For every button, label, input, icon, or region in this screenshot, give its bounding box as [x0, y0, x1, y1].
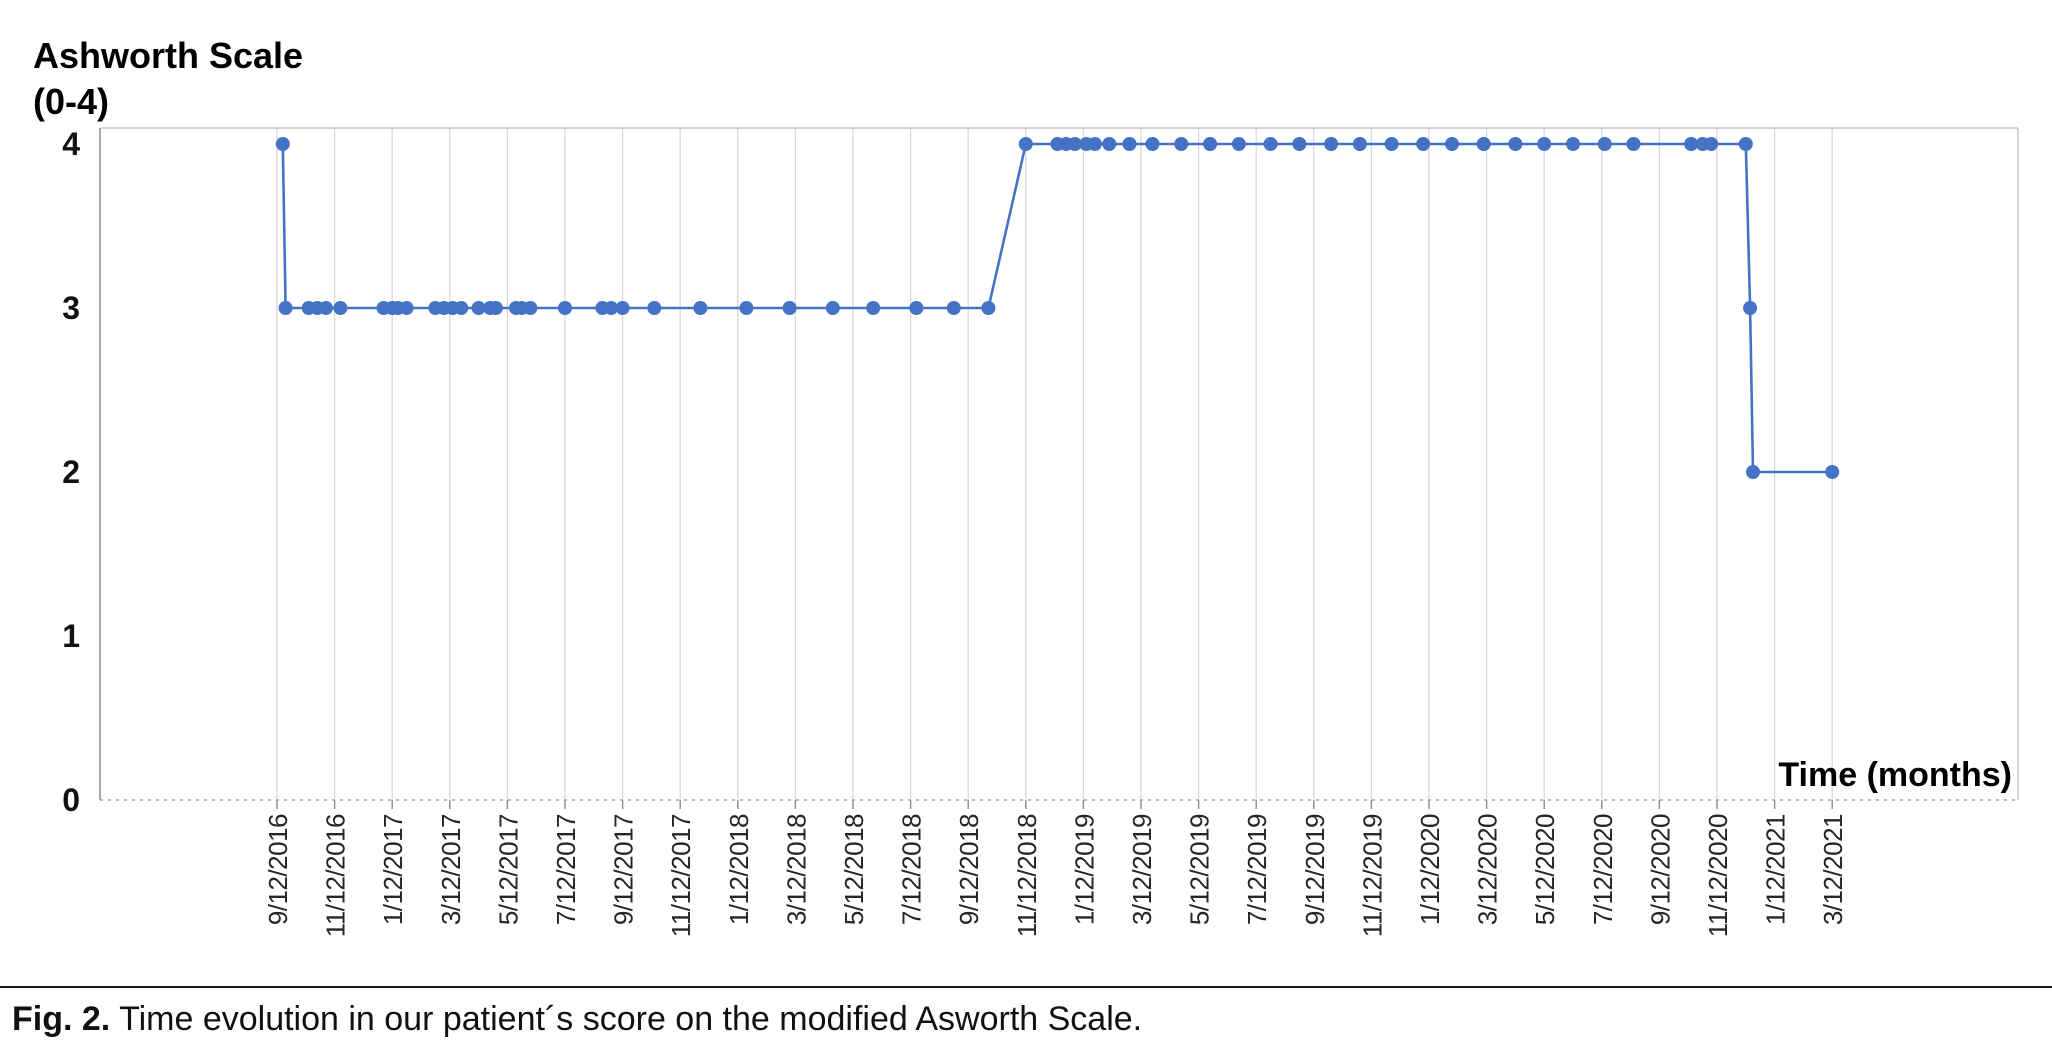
x-tick-label: 9/12/2018	[954, 814, 984, 925]
x-tick-label: 11/12/2019	[1357, 814, 1387, 937]
x-tick-label: 5/12/2019	[1185, 814, 1215, 925]
x-tick-label: 7/12/2018	[897, 814, 927, 925]
data-point	[1231, 137, 1246, 151]
data-point	[1743, 301, 1758, 315]
data-point	[1145, 137, 1160, 151]
x-axis-title: Time (months)	[1778, 756, 2012, 794]
data-point	[1476, 137, 1491, 151]
data-point	[825, 301, 840, 315]
data-point	[647, 301, 662, 315]
data-point	[1445, 137, 1459, 151]
data-point	[1416, 137, 1431, 151]
data-point	[471, 301, 486, 315]
y-tick-label: 3	[62, 290, 80, 326]
y-tick-label: 2	[62, 454, 80, 490]
x-tick-label: 3/12/2019	[1127, 814, 1157, 925]
x-tick-label: 5/12/2017	[493, 814, 523, 925]
x-tick-label: 3/12/2018	[781, 814, 811, 925]
data-point	[1018, 137, 1033, 151]
data-point	[693, 301, 708, 315]
data-point	[1537, 137, 1552, 151]
data-point	[739, 301, 754, 315]
data-point	[558, 301, 572, 315]
x-tick-label: 9/12/2016	[263, 814, 293, 925]
caption-text: Time evolution in our patient´s score on…	[119, 1000, 1143, 1038]
x-tick-label: 1/12/2021	[1761, 814, 1791, 925]
data-point	[1352, 137, 1367, 151]
x-tick-label: 5/12/2020	[1530, 814, 1560, 925]
data-point	[1122, 137, 1137, 151]
x-tick-label: 3/12/2021	[1818, 814, 1848, 925]
x-tick-label: 3/12/2017	[436, 814, 466, 925]
data-point	[278, 301, 293, 315]
x-tick-label: 7/12/2017	[551, 814, 581, 925]
x-tick-label: 7/12/2020	[1588, 814, 1618, 925]
caption-divider	[0, 986, 2052, 988]
data-point	[319, 301, 333, 315]
data-point	[1704, 137, 1719, 151]
data-point	[1825, 465, 1840, 479]
y-tick-label: 0	[62, 782, 80, 818]
x-tick-label: 5/12/2018	[839, 814, 869, 925]
data-point	[1292, 137, 1307, 151]
data-point	[1566, 137, 1580, 151]
data-point	[909, 301, 924, 315]
data-point	[1626, 137, 1641, 151]
x-tick-label: 11/12/2020	[1703, 814, 1733, 937]
data-point	[523, 301, 538, 315]
data-point	[604, 301, 619, 315]
x-tick-label: 11/12/2016	[321, 814, 351, 937]
data-point	[333, 301, 348, 315]
x-tick-label: 9/12/2017	[609, 814, 639, 925]
x-tick-label: 9/12/2019	[1300, 814, 1330, 925]
data-point	[1738, 137, 1753, 151]
data-point	[866, 301, 881, 315]
data-point	[1102, 137, 1117, 151]
data-point	[399, 301, 414, 315]
data-point	[981, 301, 996, 315]
data-point	[1746, 465, 1760, 479]
plot-frame-layer	[99, 127, 2019, 801]
data-point	[1597, 137, 1612, 151]
figure-caption: Fig. 2. Time evolution in our patient´s …	[12, 1000, 2032, 1039]
data-point	[782, 301, 797, 315]
data-point	[1263, 137, 1278, 151]
x-tick-label: 1/12/2017	[378, 814, 408, 925]
x-tick-label: 7/12/2019	[1242, 814, 1272, 925]
data-point	[1203, 137, 1218, 151]
data-point	[946, 301, 961, 315]
data-point	[1087, 137, 1102, 151]
y-tick-label: 4	[62, 126, 80, 162]
data-point	[615, 301, 630, 315]
data-point	[275, 137, 290, 151]
chart-canvas: 9/12/2016 11/12/2016 1/12/2017 3/12/2017 5/1…	[33, 35, 2019, 937]
gridlines-layer	[276, 128, 1833, 800]
x-tick-label: 11/12/2018	[1012, 814, 1042, 937]
data-point	[1508, 137, 1523, 151]
data-point	[1324, 137, 1339, 151]
x-tick-label: 3/12/2020	[1473, 814, 1503, 925]
data-point	[1067, 137, 1082, 151]
data-point	[488, 301, 503, 315]
y-tick-label: 1	[62, 618, 80, 654]
data-point	[454, 301, 469, 315]
x-tick-label: 1/12/2018	[724, 814, 754, 925]
x-tick-label: 1/12/2019	[1069, 814, 1099, 925]
x-tick-label: 11/12/2017	[666, 814, 696, 937]
series-layer	[275, 137, 1840, 479]
axes-layer: 9/12/2016 11/12/2016 1/12/2017 3/12/2017 5/1…	[62, 126, 1848, 937]
x-tick-label: 9/12/2020	[1645, 814, 1675, 925]
y-axis-title-line2: (0-4)	[33, 81, 109, 122]
caption-label: Fig. 2.	[12, 1000, 111, 1038]
data-point	[1174, 137, 1189, 151]
data-point	[1684, 137, 1699, 151]
data-point	[1384, 137, 1399, 151]
x-tick-label: 1/12/2020	[1415, 814, 1445, 925]
y-axis-title-line1: Ashworth Scale	[33, 35, 303, 76]
